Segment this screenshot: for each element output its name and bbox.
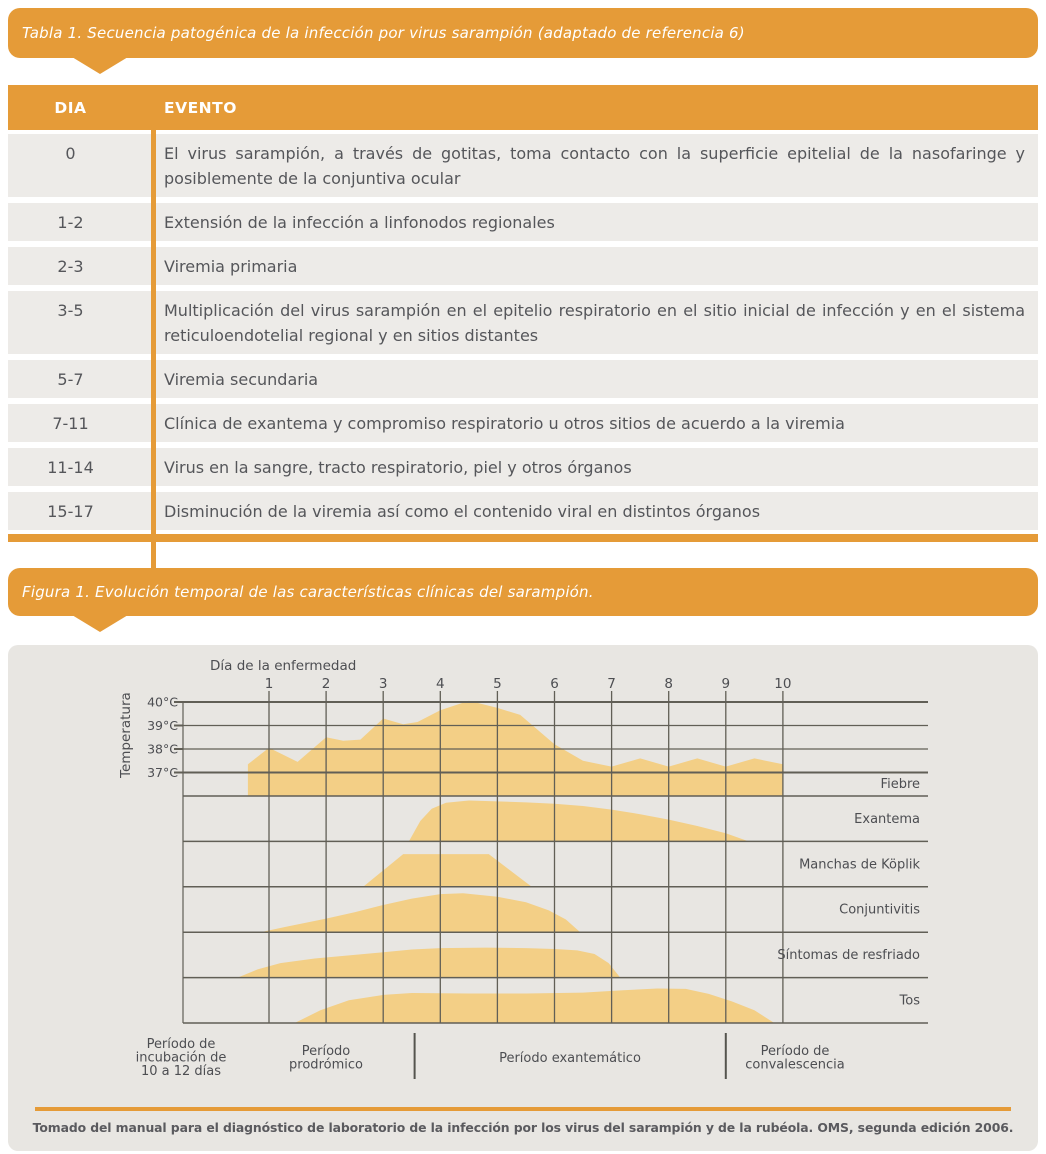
table-banner-title: Tabla 1. Secuencia patogénica de la infe… bbox=[22, 24, 745, 42]
table-row: 0 El virus sarampión, a través de gotitas… bbox=[8, 134, 1038, 197]
table-header-row: DIA EVENTO bbox=[8, 85, 1038, 130]
day-tick-label: 1 bbox=[265, 676, 274, 692]
figure-banner-title: Figura 1. Evolución temporal de las cara… bbox=[22, 583, 594, 601]
evento-cell: Viremia secundaria bbox=[164, 369, 319, 389]
row-label-fiebre: Fiebre bbox=[881, 777, 920, 792]
table-banner-pointer bbox=[72, 57, 128, 74]
evento-cell: Viremia primaria bbox=[164, 256, 298, 276]
footnote-rule bbox=[35, 1107, 1011, 1111]
table-row: 2-3 Viremia primaria bbox=[8, 247, 1038, 285]
table-row: 5-7 Viremia secundaria bbox=[8, 360, 1038, 398]
day-tick-label: 3 bbox=[379, 676, 388, 692]
temp-tick-label: 38°C bbox=[147, 742, 178, 757]
table-body: 0 El virus sarampión, a través de gotitas… bbox=[8, 134, 1038, 530]
period-label: Período de bbox=[761, 1044, 830, 1059]
period-label: convalescencia bbox=[745, 1058, 845, 1073]
band-area-5 bbox=[294, 988, 775, 1023]
evento-cell: Multiplicación del virus sarampión en el… bbox=[164, 300, 1025, 345]
x-axis-title: Día de la enfermedad bbox=[210, 658, 356, 674]
figure-panel: Día de la enfermedad 1 2 3 4 5 6 7 8 9 10 Temperatu… bbox=[8, 645, 1038, 1151]
table-banner: Tabla 1. Secuencia patogénica de la infe… bbox=[8, 8, 1038, 58]
band-area-2 bbox=[363, 854, 532, 887]
table-row: 3-5 Multiplicación del virus sarampión en… bbox=[8, 291, 1038, 354]
temp-tick-label: 39°C bbox=[147, 718, 178, 733]
period-label: Período bbox=[302, 1044, 351, 1059]
period-label: Período de bbox=[147, 1037, 216, 1052]
figure-banner: Figura 1. Evolución temporal de las cara… bbox=[8, 568, 1038, 616]
dia-cell: 7-11 bbox=[52, 413, 89, 433]
row-label: Tos bbox=[899, 994, 921, 1009]
figure-footnote: Tomado del manual para el diagnóstico de… bbox=[32, 1120, 1014, 1135]
pathogenic-sequence-table: DIA EVENTO 0 El virus sarampión, a través… bbox=[8, 85, 1038, 575]
row-label: Manchas de Köplik bbox=[799, 857, 920, 872]
evento-cell: Clínica de exantema y compromiso respira… bbox=[164, 413, 845, 433]
y-axis-title: Temperatura bbox=[118, 692, 134, 779]
temp-tick-label: 40°C bbox=[147, 695, 178, 710]
evento-cell: El virus sarampión, a través de gotitas,… bbox=[164, 143, 1025, 188]
day-tick-label: 5 bbox=[493, 676, 502, 692]
header-evento: EVENTO bbox=[164, 98, 237, 117]
dia-cell: 1-2 bbox=[57, 212, 84, 232]
figure-banner-pointer bbox=[72, 615, 128, 632]
measles-timeline-chart: Día de la enfermedad 1 2 3 4 5 6 7 8 9 10 Temperatu… bbox=[118, 658, 928, 1079]
dia-cell: 0 bbox=[65, 143, 76, 163]
day-tick-label: 7 bbox=[607, 676, 616, 692]
period-label: incubación de bbox=[136, 1051, 227, 1066]
day-tick-label: 9 bbox=[722, 676, 731, 692]
table-row: 15-17 Disminución de la viremia así como … bbox=[8, 492, 1038, 530]
day-tick-label: 2 bbox=[322, 676, 331, 692]
period-label: Período exantemático bbox=[499, 1051, 641, 1066]
table-row: 7-11 Clínica de exantema y compromiso res… bbox=[8, 404, 1038, 442]
band-area-3 bbox=[260, 893, 581, 933]
band-area-1 bbox=[408, 800, 749, 842]
dia-cell: 3-5 bbox=[57, 300, 84, 320]
row-label: Exantema bbox=[854, 812, 920, 827]
table-row: 11-14 Virus en la sangre, tracto respirat… bbox=[8, 448, 1038, 486]
day-tick-label: 6 bbox=[550, 676, 559, 692]
dia-cell: 5-7 bbox=[57, 369, 84, 389]
dia-cell: 2-3 bbox=[57, 256, 84, 276]
header-dia: DIA bbox=[54, 98, 87, 117]
evento-cell: Extensión de la infección a linfonodos r… bbox=[164, 212, 555, 232]
column-separator bbox=[151, 130, 156, 575]
table-row: 1-2 Extensión de la infección a linfonodo… bbox=[8, 203, 1038, 241]
day-tick-label: 4 bbox=[436, 676, 445, 692]
day-tick-label: 8 bbox=[664, 676, 673, 692]
table-bottom-bar bbox=[8, 534, 1038, 542]
temp-tick-label: 37°C bbox=[147, 765, 178, 780]
day-tick-label: 10 bbox=[774, 676, 791, 692]
period-label: prodrómico bbox=[289, 1058, 363, 1073]
band-area-4 bbox=[237, 947, 621, 978]
dia-cell: 11-14 bbox=[47, 457, 94, 477]
evento-cell: Disminución de la viremia así como el co… bbox=[164, 501, 761, 521]
row-label: Síntomas de resfriado bbox=[777, 948, 920, 963]
dia-cell: 15-17 bbox=[47, 501, 94, 521]
period-label: 10 a 12 días bbox=[141, 1064, 221, 1079]
evento-cell: Virus en la sangre, tracto respiratorio,… bbox=[164, 457, 632, 477]
row-label: Conjuntivitis bbox=[839, 903, 920, 918]
